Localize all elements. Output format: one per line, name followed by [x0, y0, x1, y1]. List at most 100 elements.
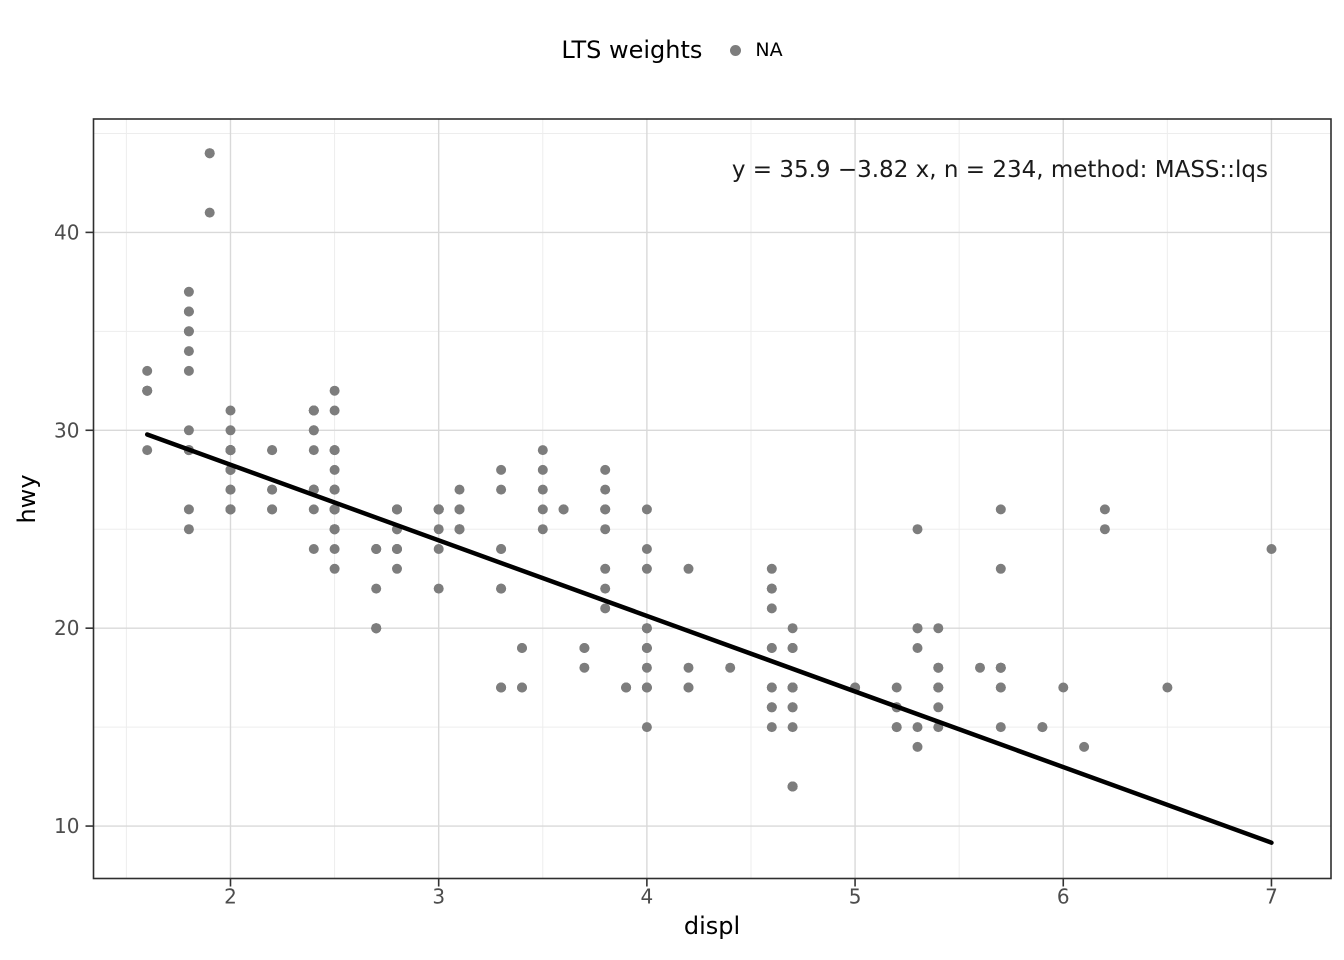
data-point [329, 385, 340, 396]
data-point [1099, 524, 1110, 535]
legend-point-icon [730, 44, 742, 56]
data-point [995, 563, 1006, 574]
data-point [912, 623, 923, 634]
data-point [517, 643, 527, 653]
data-point [537, 464, 548, 475]
data-point [496, 682, 507, 693]
y-tick-label: 40 [54, 220, 79, 244]
data-point [1266, 544, 1277, 554]
data-point [392, 504, 402, 515]
data-point [496, 544, 507, 554]
data-point [454, 524, 465, 535]
data-point [537, 445, 548, 456]
data-point [683, 662, 694, 673]
legend-entry-label: NA [755, 39, 783, 61]
data-point [1099, 504, 1110, 515]
data-point [371, 544, 382, 554]
data-point [641, 682, 652, 693]
data-point [787, 722, 798, 733]
data-point [725, 662, 736, 673]
data-point [433, 544, 444, 554]
data-point [204, 207, 215, 218]
data-point [371, 623, 382, 634]
data-point [933, 702, 944, 713]
data-point [683, 563, 694, 574]
data-point [308, 504, 319, 515]
data-point [579, 643, 590, 653]
data-point [912, 643, 923, 653]
y-tick-label: 30 [54, 418, 79, 442]
data-point [933, 682, 944, 693]
data-point [600, 464, 611, 475]
data-point [787, 623, 798, 634]
data-point [329, 445, 340, 456]
legend: LTS weights NA [0, 36, 1344, 64]
data-point [766, 643, 777, 653]
data-point [912, 524, 923, 535]
panel-border [92, 118, 1332, 880]
data-point [433, 504, 444, 515]
x-tick-label: 4 [641, 885, 654, 909]
data-point [641, 722, 652, 733]
legend-key: NA [730, 39, 783, 61]
data-point [183, 524, 194, 535]
equation-annotation: y = 35.9 −3.82 x, n = 234, method: MASS:… [731, 157, 1268, 183]
data-point [995, 662, 1006, 673]
data-point [995, 682, 1006, 693]
data-point [371, 583, 382, 594]
data-point [600, 583, 611, 594]
data-point [766, 583, 777, 594]
data-point [891, 682, 902, 693]
x-tick-label: 5 [849, 885, 862, 909]
data-point [225, 445, 236, 456]
data-point [329, 464, 340, 475]
data-point [641, 623, 652, 634]
data-point [766, 682, 777, 693]
regression-line [144, 432, 1274, 845]
data-point [537, 524, 548, 535]
data-point [600, 603, 611, 614]
data-point [392, 544, 402, 554]
data-point [600, 484, 611, 495]
data-point [641, 563, 652, 574]
data-point [308, 445, 319, 456]
data-point [267, 504, 278, 515]
data-point [496, 484, 507, 495]
data-point [1037, 722, 1048, 733]
data-point [329, 563, 340, 574]
data-point [329, 504, 340, 515]
data-point [433, 524, 444, 535]
data-point [225, 425, 236, 436]
data-point [183, 286, 194, 297]
data-point [787, 643, 798, 653]
legend-title: LTS weights [561, 36, 703, 64]
data-point [787, 781, 798, 792]
data-point [454, 504, 465, 515]
data-point [329, 524, 340, 535]
data-point [183, 346, 194, 357]
data-point [579, 662, 590, 673]
data-point [183, 365, 194, 376]
data-point [329, 405, 340, 416]
data-point [641, 643, 652, 653]
data-point [267, 445, 278, 456]
data-point [329, 484, 340, 495]
data-point [787, 702, 798, 713]
data-point [995, 504, 1006, 515]
data-point [558, 504, 569, 515]
data-point [641, 504, 652, 515]
data-point [142, 365, 153, 376]
data-point [267, 484, 278, 495]
data-point [329, 544, 340, 554]
data-point [204, 148, 215, 159]
data-point [621, 682, 632, 693]
data-point [891, 722, 902, 733]
data-point [600, 524, 611, 535]
data-point [433, 583, 444, 594]
data-point [496, 464, 507, 475]
x-tick-label: 7 [1265, 885, 1278, 909]
data-point [225, 504, 236, 515]
x-tick-label: 3 [432, 885, 445, 909]
